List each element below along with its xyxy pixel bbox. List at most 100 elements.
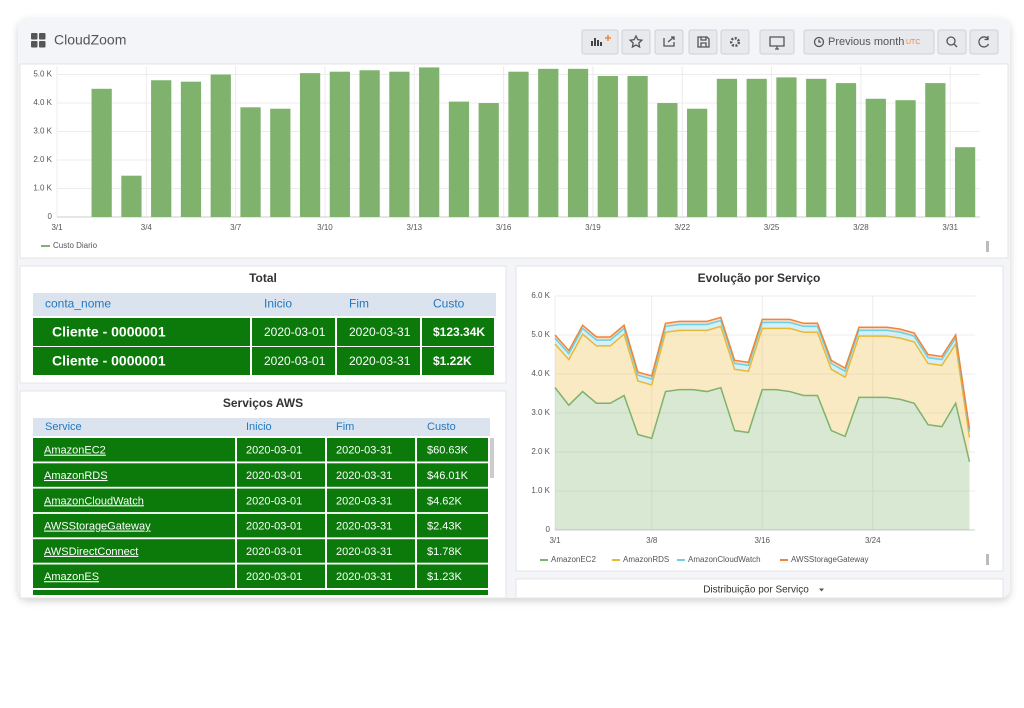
bar	[657, 103, 678, 217]
bar	[389, 71, 410, 217]
bar	[151, 80, 172, 217]
column-header[interactable]: Inicio	[264, 297, 292, 311]
row-name[interactable]: AWSDirectConnect	[44, 546, 138, 558]
panel-title: Evolução por Serviço	[698, 271, 821, 285]
y-tick-label: 3.0 K	[531, 408, 550, 417]
x-tick-label: 3/1	[549, 536, 561, 545]
y-tick-label: 1.0 K	[531, 486, 550, 495]
timezone: UTC	[906, 39, 920, 46]
bar	[806, 78, 827, 217]
legend-label: AmazonEC2	[551, 555, 596, 564]
bar	[508, 71, 529, 217]
scroll-indicator	[986, 241, 989, 252]
bar	[567, 68, 589, 217]
x-tick-label: 3/28	[853, 223, 869, 232]
cell-text: 2020-03-31	[336, 445, 392, 457]
area-line	[554, 386, 971, 462]
cell	[417, 539, 488, 563]
cell	[422, 347, 494, 375]
panel-title: Serviços AWS	[223, 396, 303, 410]
cell-text: 2020-03-01	[246, 521, 302, 533]
bar	[419, 67, 440, 217]
view-mode-button[interactable]	[759, 29, 795, 55]
cell-text: 2020-03-01	[246, 445, 302, 457]
column-header[interactable]: Custo	[433, 297, 465, 311]
toolbar: Previous month UTC	[581, 29, 999, 55]
bar	[776, 77, 797, 217]
time-picker[interactable]	[803, 29, 935, 55]
cell	[337, 347, 420, 375]
area-line	[554, 325, 971, 438]
cell	[237, 463, 325, 487]
y-tick-label: 5.0 K	[531, 330, 550, 339]
row-name[interactable]: AmazonCloudWatch	[44, 495, 144, 507]
bar	[329, 71, 350, 217]
cell	[417, 438, 488, 462]
cell-text: 2020-03-01	[246, 470, 302, 482]
x-tick-label: 3/4	[141, 223, 153, 232]
cell-text: $1.23K	[427, 571, 463, 583]
zoom-button[interactable]	[937, 29, 967, 55]
y-tick-label: 6.0 K	[531, 291, 550, 300]
y-tick-label: 4.0 K	[33, 98, 52, 107]
bar	[240, 107, 261, 217]
area-line	[554, 319, 971, 432]
column-header[interactable]: conta_nome	[45, 297, 111, 311]
cell-text: 2020-03-31	[336, 470, 392, 482]
column-header[interactable]: Inicio	[246, 421, 272, 433]
header-cell	[33, 293, 252, 316]
row-name[interactable]: AWSStorageGateway	[44, 521, 151, 533]
save-button[interactable]	[688, 29, 718, 55]
cell	[237, 564, 325, 588]
cell	[417, 463, 488, 487]
bar	[270, 108, 291, 217]
y-tick-label: 2.0 K	[33, 155, 52, 164]
x-tick-label: 3/7	[230, 223, 242, 232]
column-header[interactable]: Custo	[427, 421, 456, 433]
cell-text: $4.62K	[427, 495, 463, 507]
x-tick-label: 3/25	[764, 223, 780, 232]
settings-button[interactable]	[720, 29, 750, 55]
panel-title[interactable]: Distribuição por Serviço	[703, 585, 809, 596]
column-header[interactable]: Fim	[336, 421, 354, 433]
bar	[91, 88, 112, 217]
cell	[337, 318, 420, 346]
refresh-button[interactable]	[969, 29, 999, 55]
bar	[925, 83, 946, 218]
cell-text: 2020-03-31	[336, 546, 392, 558]
time-range: Previous month	[828, 36, 904, 48]
legend-label: AmazonCloudWatch	[688, 555, 761, 564]
services-table: Service Inicio Fim Custo AmazonEC2 2020-03-01…	[33, 418, 490, 588]
cell	[252, 347, 335, 375]
bar	[865, 98, 886, 217]
cell	[417, 513, 488, 538]
star-button[interactable]	[621, 29, 651, 55]
header-cell	[417, 418, 490, 436]
bar	[299, 73, 321, 217]
bar	[538, 68, 559, 217]
bar	[627, 75, 648, 217]
row-name: Cliente - 0000001	[52, 324, 166, 340]
cell-text: 2020-03-31	[349, 325, 411, 339]
row-name[interactable]: AmazonRDS	[44, 470, 108, 482]
area-chart: 0 1.0 K 2.0 K 3.0 K 4.0 K 5.0 K 6.0 K 3/1 3/8 3/1…	[531, 291, 975, 564]
column-header[interactable]: Fim	[349, 297, 369, 311]
row-name[interactable]: AmazonES	[44, 571, 99, 583]
y-tick-label: 4.0 K	[531, 369, 550, 378]
area-line	[554, 316, 971, 429]
cell-text: $123.34K	[433, 325, 485, 339]
bar	[180, 81, 202, 217]
row-name[interactable]: AmazonEC2	[44, 445, 106, 457]
column-header[interactable]: Service	[45, 421, 82, 433]
cell	[33, 463, 235, 487]
x-tick-label: 3/22	[674, 223, 690, 232]
legend-label: AmazonRDS	[623, 555, 669, 564]
header-cell	[252, 293, 337, 316]
cell	[327, 564, 415, 588]
total-table: conta_nome Inicio Fim Custo Cliente - 000000…	[33, 293, 496, 375]
cell-text: 2020-03-31	[349, 354, 411, 368]
x-tick-label: 3/24	[865, 536, 881, 545]
bar-chart: 0 1.0 K 2.0 K 3.0 K 4.0 K 5.0 K 3/1 3/4 3/7 3/10 3…	[33, 66, 980, 250]
